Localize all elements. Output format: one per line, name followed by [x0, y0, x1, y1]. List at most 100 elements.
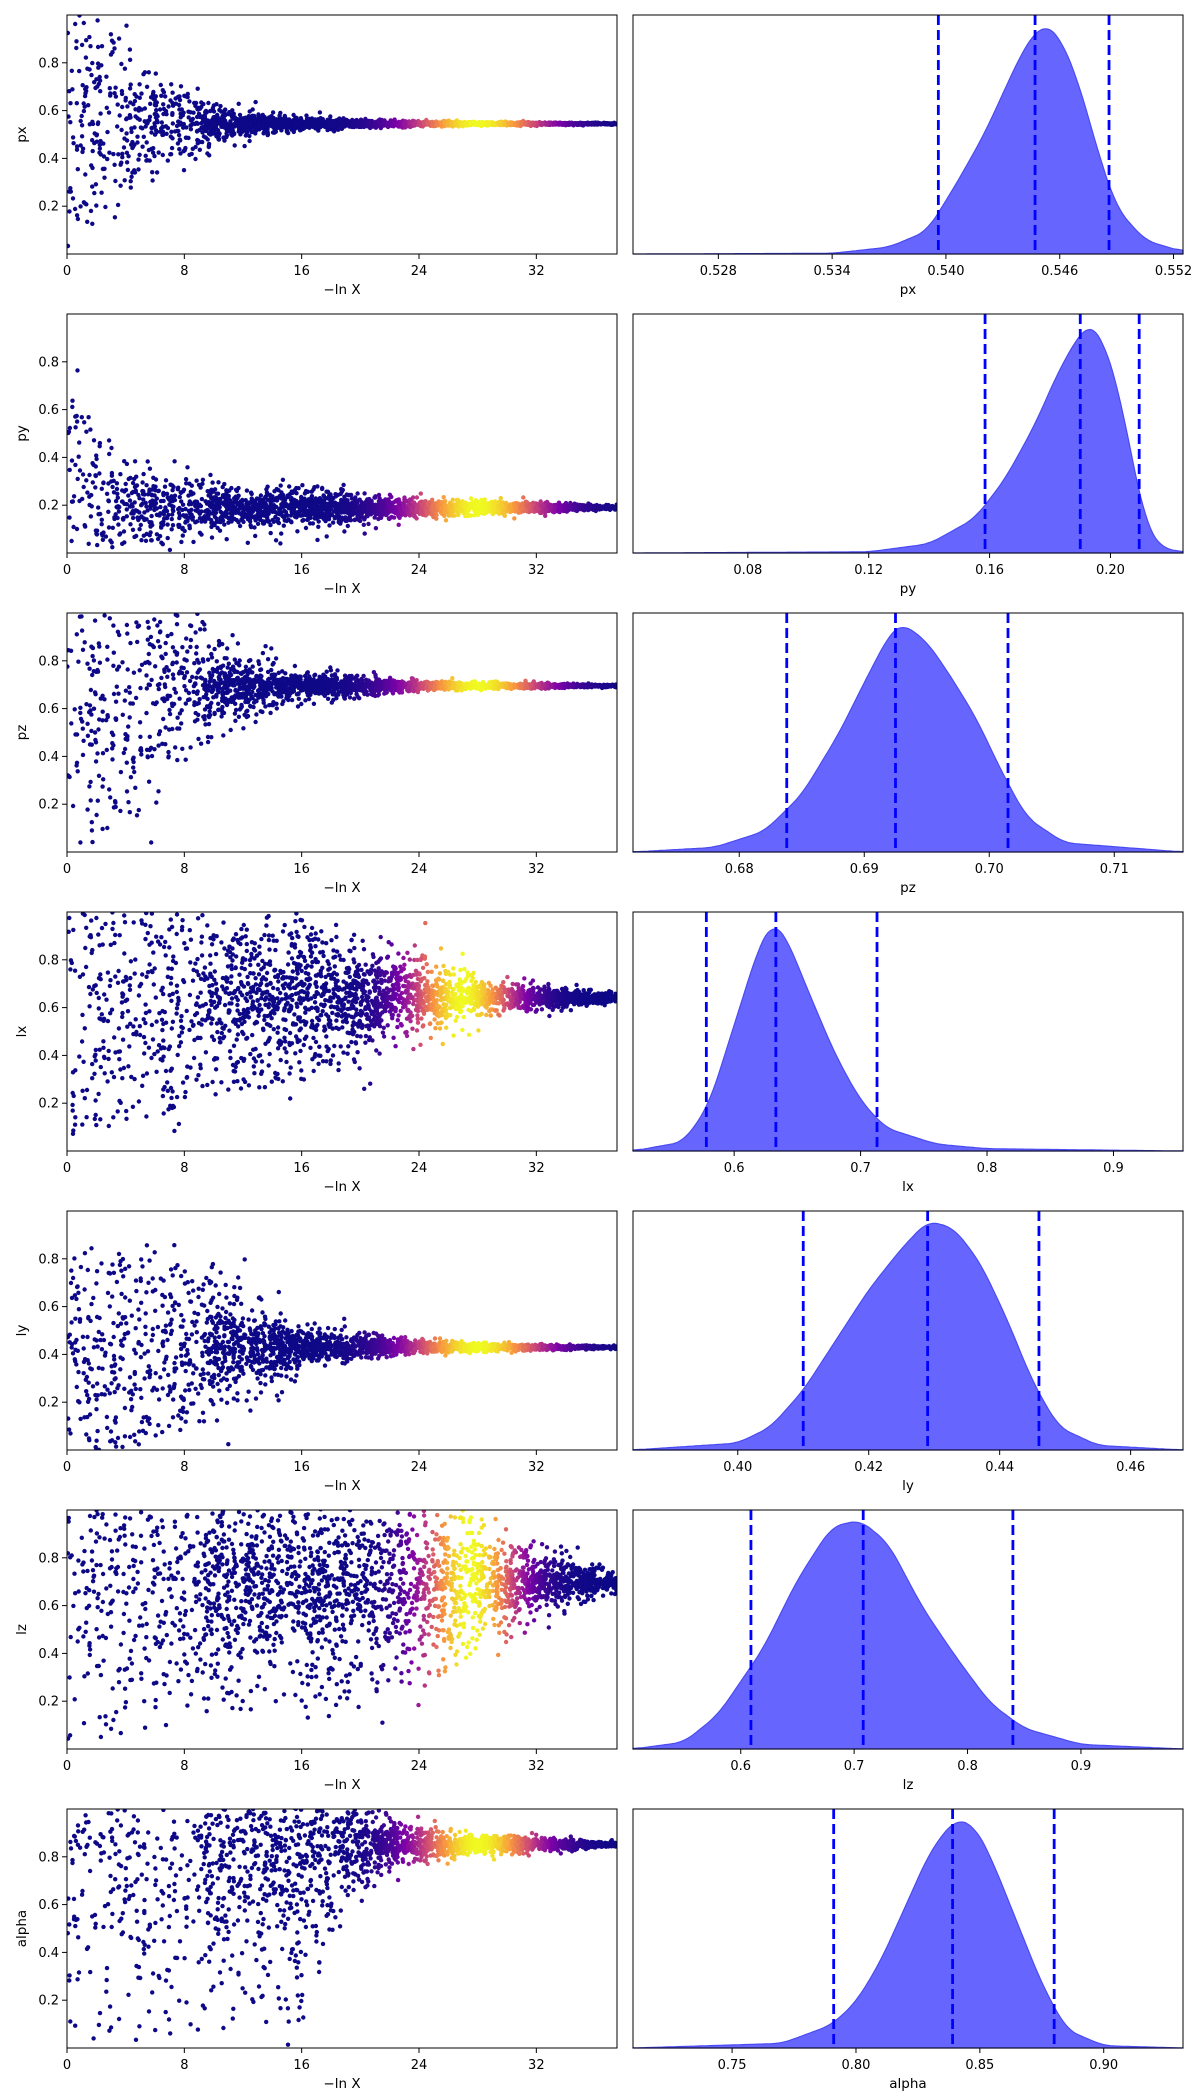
- trace-px-point: [90, 221, 95, 226]
- trace-py-point: [95, 542, 100, 548]
- trace-py-point: [77, 468, 83, 473]
- trace-py-point: [357, 518, 362, 523]
- trace-px-point: [348, 120, 353, 125]
- trace-py-point: [149, 513, 154, 519]
- trace-py-point: [71, 524, 76, 530]
- trace-px-point: [589, 121, 595, 127]
- trace-py-point: [206, 509, 212, 514]
- trace-py-points: [67, 368, 617, 553]
- trace-py-point: [342, 529, 347, 534]
- trace-px-point: [112, 91, 117, 96]
- trace-px-point: [190, 146, 195, 151]
- trace-py-point: [94, 456, 99, 462]
- trace-py-point: [544, 499, 550, 505]
- trace-px-point: [67, 209, 72, 214]
- trace-py-point: [216, 480, 221, 485]
- trace-px-point: [214, 115, 220, 120]
- trace-px-point: [185, 91, 190, 97]
- trace-py-point: [299, 494, 304, 500]
- trace-py-point: [248, 515, 253, 521]
- trace-py-point: [290, 490, 295, 496]
- trace-py-point: [148, 506, 153, 511]
- trace-py-point: [324, 534, 329, 539]
- trace-px-point: [318, 116, 323, 121]
- trace-px-point: [152, 121, 157, 126]
- trace-px-point: [274, 117, 279, 122]
- trace-py-point: [376, 492, 382, 498]
- trace-py-point: [316, 519, 321, 524]
- trace-py-point: [156, 488, 161, 493]
- trace-px-point: [181, 125, 186, 130]
- trace-px-point: [211, 115, 216, 120]
- trace-px-point: [156, 150, 161, 155]
- trace-py-point: [396, 513, 401, 518]
- trace-py-point: [372, 507, 377, 512]
- trace-py-point: [266, 519, 272, 524]
- trace-px-point: [95, 44, 101, 50]
- trace-px-point: [87, 67, 92, 72]
- trace-py-point: [138, 522, 143, 528]
- trace-py-point: [137, 515, 143, 520]
- trace-px-point: [568, 121, 573, 127]
- trace-px-point: [232, 143, 237, 148]
- trace-px-ytick-label: 0.8: [38, 56, 59, 71]
- trace-py-point: [261, 521, 267, 526]
- trace-px-point: [74, 101, 80, 106]
- trace-py-point: [80, 472, 86, 477]
- trace-px-point: [247, 138, 252, 144]
- trace-px-point: [490, 121, 495, 127]
- trace-px-point: [124, 138, 130, 143]
- trace-py-point: [330, 520, 336, 525]
- trace-py-point: [164, 491, 170, 496]
- trace-px-point: [154, 170, 160, 175]
- trace-py-point: [373, 526, 379, 531]
- trace-py-point: [141, 489, 146, 494]
- trace-px-point: [115, 202, 121, 208]
- trace-px-point: [291, 129, 296, 135]
- trace-py-point: [75, 476, 80, 482]
- trace-px-point: [101, 154, 107, 159]
- trace-py-point: [161, 491, 166, 496]
- trace-px-point: [188, 110, 193, 115]
- trace-px-point: [243, 133, 248, 138]
- trace-py-point: [388, 515, 394, 520]
- trace-py-point: [71, 494, 77, 499]
- trace-px-point: [190, 116, 195, 122]
- trace-px-point: [90, 121, 96, 127]
- trace-py-point: [109, 470, 115, 476]
- trace-px-point: [293, 120, 298, 125]
- trace-py-point: [97, 471, 102, 476]
- trace-px-point: [82, 201, 88, 206]
- trace-px-point: [318, 121, 324, 126]
- trace-py-point: [316, 524, 321, 529]
- trace-py-point: [217, 528, 223, 533]
- trace-px-point: [417, 120, 422, 125]
- trace-py-point: [187, 481, 192, 486]
- trace-px-point: [124, 160, 130, 165]
- trace-py-point: [280, 477, 286, 482]
- trace-px-point: [250, 113, 255, 119]
- trace-px-point: [232, 121, 238, 126]
- posterior-px-density: [633, 28, 1184, 255]
- trace-py-point: [166, 512, 171, 518]
- trace-px-point: [188, 127, 194, 132]
- trace-px-point: [78, 204, 83, 209]
- trace-px-point: [83, 55, 89, 60]
- trace-px-xtick-label: 16: [293, 264, 310, 279]
- trace-py-point: [194, 519, 200, 524]
- trace-px-point: [337, 118, 343, 124]
- trace-py-point: [152, 499, 158, 504]
- trace-px-point: [605, 121, 610, 127]
- trace-py-point: [169, 516, 174, 522]
- trace-py-point: [116, 509, 122, 514]
- trace-px-point: [364, 119, 369, 125]
- trace-px-point: [79, 134, 85, 139]
- trace-px-point: [122, 66, 128, 71]
- trace-py-point: [115, 505, 120, 510]
- trace-px-point: [170, 90, 175, 95]
- trace-px-point: [124, 150, 130, 155]
- trace-py-point: [107, 451, 112, 457]
- trace-py-point: [226, 496, 232, 502]
- trace-py-point: [482, 497, 487, 502]
- trace-py-point: [237, 511, 242, 516]
